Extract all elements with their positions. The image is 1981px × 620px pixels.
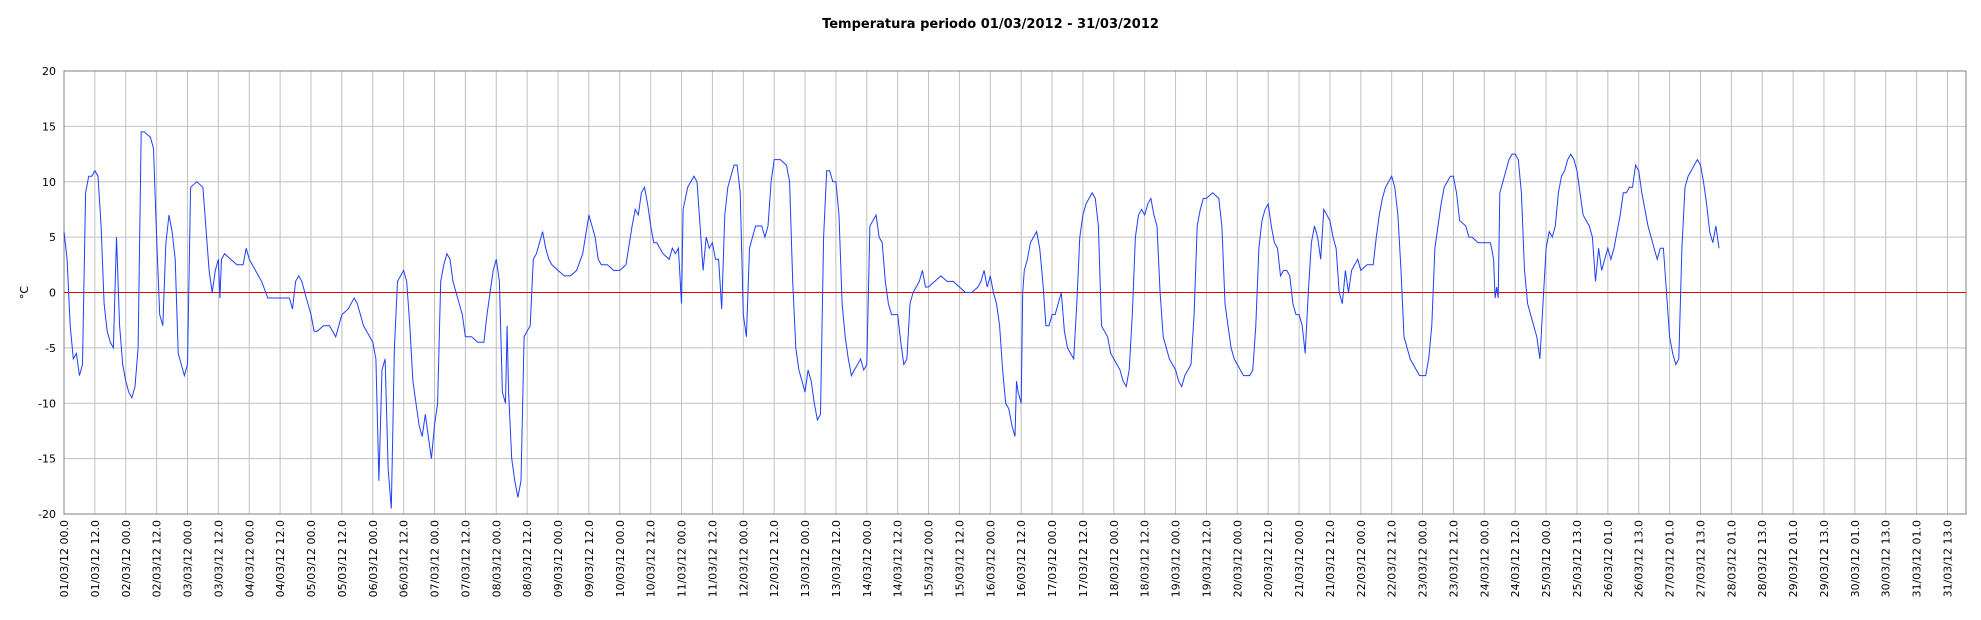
x-tick-label: 28/03/12 01.0 xyxy=(1725,520,1738,597)
x-tick-label: 02/03/12 00.0 xyxy=(120,520,133,597)
x-tick-label: 20/03/12 00.0 xyxy=(1231,520,1244,597)
x-tick-label: 19/03/12 12.0 xyxy=(1200,520,1213,597)
x-tick-label: 03/03/12 00.0 xyxy=(182,520,195,597)
x-tick-label: 12/03/12 00.0 xyxy=(737,520,750,597)
x-tick-label: 05/03/12 12.0 xyxy=(336,520,349,597)
x-tick-label: 21/03/12 12.0 xyxy=(1324,520,1337,597)
y-tick-label: -15 xyxy=(38,453,56,466)
x-tick-label: 02/03/12 12.0 xyxy=(151,520,164,597)
x-tick-label: 16/03/12 12.0 xyxy=(1015,520,1028,597)
x-tick-label: 18/03/12 00.0 xyxy=(1108,520,1121,597)
x-tick-label: 10/03/12 00.0 xyxy=(614,520,627,597)
x-tick-label: 30/03/12 13.0 xyxy=(1880,520,1893,597)
x-tick-label: 27/03/12 01.0 xyxy=(1664,520,1677,597)
x-tick-label: 09/03/12 00.0 xyxy=(552,520,565,597)
x-tick-label: 14/03/12 12.0 xyxy=(892,520,905,597)
x-tick-label: 21/03/12 00.0 xyxy=(1293,520,1306,597)
y-tick-label: 15 xyxy=(42,120,56,133)
y-tick-label: 5 xyxy=(49,231,56,244)
x-tick-label: 23/03/12 00.0 xyxy=(1417,520,1430,597)
x-tick-label: 11/03/12 00.0 xyxy=(676,520,689,597)
x-tick-label: 08/03/12 00.0 xyxy=(490,520,503,597)
x-tick-label: 22/03/12 00.0 xyxy=(1355,520,1368,597)
x-tick-label: 18/03/12 12.0 xyxy=(1139,520,1152,597)
y-tick-label: -5 xyxy=(45,342,56,355)
y-tick-label: -10 xyxy=(38,397,56,410)
x-tick-label: 15/03/12 12.0 xyxy=(953,520,966,597)
x-tick-label: 07/03/12 12.0 xyxy=(459,520,472,597)
x-tick-label: 14/03/12 00.0 xyxy=(861,520,874,597)
x-tick-label: 31/03/12 01.0 xyxy=(1911,520,1924,597)
x-tick-label: 04/03/12 12.0 xyxy=(274,520,287,597)
x-tick-label: 09/03/12 12.0 xyxy=(583,520,596,597)
y-tick-label: 0 xyxy=(49,287,56,300)
x-tick-label: 25/03/12 13.0 xyxy=(1571,520,1584,597)
x-tick-label: 10/03/12 12.0 xyxy=(645,520,658,597)
x-tick-label: 11/03/12 12.0 xyxy=(706,520,719,597)
x-tick-label: 13/03/12 12.0 xyxy=(830,520,843,597)
x-tick-label: 19/03/12 00.0 xyxy=(1170,520,1183,597)
x-tick-label: 24/03/12 00.0 xyxy=(1478,520,1491,597)
x-tick-label: 29/03/12 13.0 xyxy=(1818,520,1831,597)
x-tick-label: 25/03/12 00.0 xyxy=(1540,520,1553,597)
x-tick-label: 22/03/12 12.0 xyxy=(1386,520,1399,597)
chart-title: Temperatura periodo 01/03/2012 - 31/03/2… xyxy=(822,17,1159,32)
x-tick-label: 06/03/12 00.0 xyxy=(367,520,380,597)
x-tick-label: 26/03/12 01.0 xyxy=(1602,520,1615,597)
y-tick-label: -20 xyxy=(38,508,56,521)
x-tick-label: 23/03/12 12.0 xyxy=(1447,520,1460,597)
y-tick-labels: 20 15 10 5 0 -5 -10 -15 -20 xyxy=(38,65,56,521)
x-tick-label: 12/03/12 12.0 xyxy=(768,520,781,597)
x-tick-label: 07/03/12 00.0 xyxy=(429,520,442,597)
x-tick-label: 15/03/12 00.0 xyxy=(923,520,936,597)
x-tick-label: 28/03/12 13.0 xyxy=(1756,520,1769,597)
x-tick-label: 01/03/12 00.0 xyxy=(58,520,71,597)
x-tick-label: 05/03/12 00.0 xyxy=(305,520,318,597)
y-tick-label: 20 xyxy=(42,65,56,78)
x-tick-label: 16/03/12 00.0 xyxy=(984,520,997,597)
series-line-temperature xyxy=(63,131,1720,509)
y-tick-label: 10 xyxy=(42,176,56,189)
x-tick-label: 17/03/12 00.0 xyxy=(1046,520,1059,597)
x-tick-label: 24/03/12 12.0 xyxy=(1509,520,1522,597)
x-tick-label: 29/03/12 01.0 xyxy=(1787,520,1800,597)
x-tick-label: 31/03/12 13.0 xyxy=(1941,520,1954,597)
x-tick-label: 04/03/12 00.0 xyxy=(243,520,256,597)
x-tick-label: 08/03/12 12.0 xyxy=(521,520,534,597)
x-tick-label: 20/03/12 12.0 xyxy=(1262,520,1275,597)
x-tick-label: 17/03/12 12.0 xyxy=(1077,520,1090,597)
x-tick-label: 27/03/12 13.0 xyxy=(1694,520,1707,597)
y-axis-label: °C xyxy=(18,286,31,300)
x-tick-label: 13/03/12 00.0 xyxy=(799,520,812,597)
x-tick-label: 30/03/12 01.0 xyxy=(1849,520,1862,597)
x-tick-label: 01/03/12 12.0 xyxy=(89,520,102,597)
x-tick-label: 06/03/12 12.0 xyxy=(398,520,411,597)
x-tick-label: 26/03/12 13.0 xyxy=(1633,520,1646,597)
x-tick-label: 03/03/12 12.0 xyxy=(212,520,225,597)
x-tick-labels: 01/03/12 00.0 01/03/12 12.0 02/03/12 00.0 0… xyxy=(58,520,1954,597)
